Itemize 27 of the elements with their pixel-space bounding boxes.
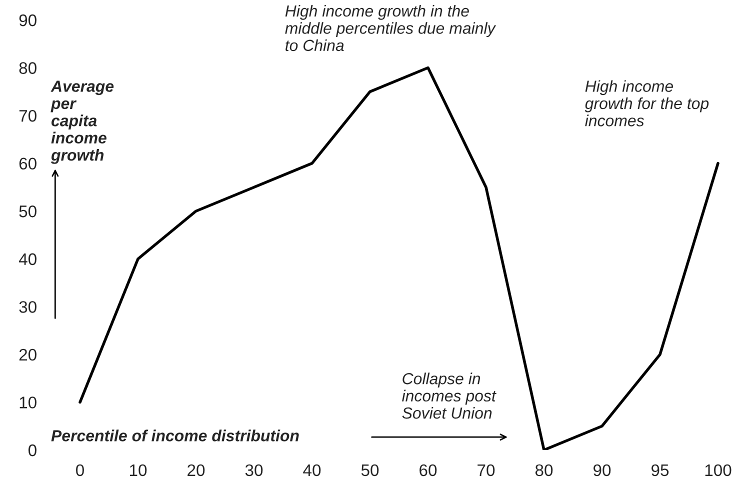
- y-tick-label: 90: [19, 14, 36, 26]
- x-tick-label: 90: [594, 464, 611, 476]
- x-tick-label: 95: [652, 464, 669, 476]
- annotation: High income growth for the top incomes: [584, 80, 709, 126]
- annotation: Collapse in incomes post Soviet Union: [402, 372, 496, 419]
- annotation: High income growth in the middle percentiles due mainly to China: [285, 4, 496, 52]
- x-tick-label: 40: [303, 464, 321, 476]
- y-tick-label: 20: [19, 348, 36, 361]
- x-tick-label: 100: [705, 464, 732, 476]
- y-tick-label: 0: [28, 444, 36, 456]
- y-axis-title: Average per capita income growth: [50, 80, 114, 164]
- x-tick-label: 70: [478, 464, 495, 476]
- y-tick-label: 40: [18, 253, 36, 266]
- y-tick-label: 50: [19, 206, 36, 218]
- x-tick-label: 20: [188, 464, 205, 476]
- y-tick-label: 60: [19, 158, 36, 170]
- x-tick-label: 60: [420, 464, 437, 476]
- y-tick-label: 80: [19, 62, 36, 74]
- y-tick-label: 30: [19, 301, 36, 313]
- x-tick-label: 30: [245, 464, 263, 476]
- x-tick-label: 50: [361, 464, 379, 476]
- x-tick-label: 10: [130, 464, 147, 476]
- y-tick-label: 10: [20, 396, 36, 408]
- x-tick-label: 80: [535, 464, 553, 476]
- y-tick-label: 70: [19, 110, 36, 122]
- x-tick-label: 0: [76, 464, 84, 476]
- x-axis-title: Percentile of income distribution: [51, 430, 299, 442]
